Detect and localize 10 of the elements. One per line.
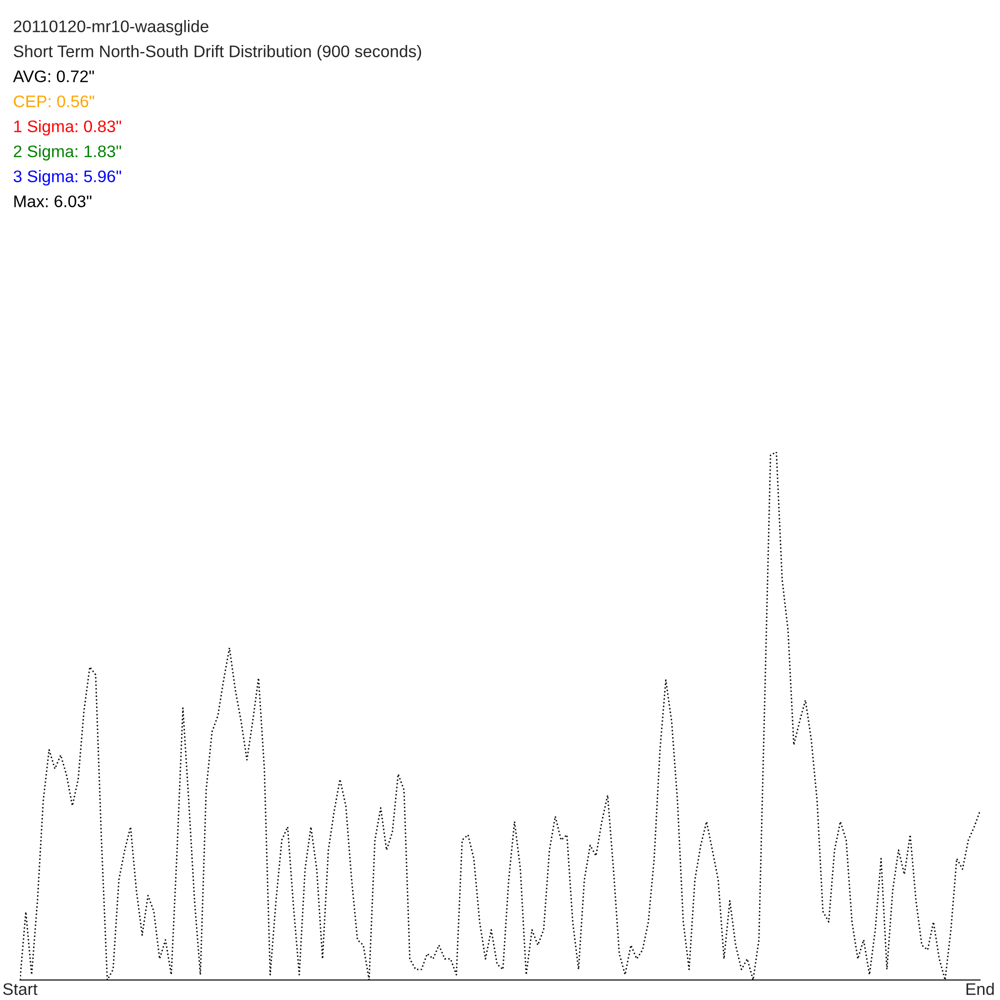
- x-tick-label: End: [966, 982, 994, 996]
- chart-subtitle: Short Term North-South Drift Distribution (900 seconds): [14, 45, 422, 61]
- text: 2 Sigma: 1.83": [14, 145, 122, 161]
- text: 3 Sigma: 5.96": [14, 170, 122, 186]
- text: CEP: 0.56": [14, 95, 94, 108]
- text: AVG: 0.72": [13, 70, 94, 82]
- chart-title: 20110120-mr10-waasglide: [14, 20, 208, 36]
- text: Max: 6.03": [14, 195, 92, 208]
- x-tick-label: Start: [3, 983, 38, 996]
- text: 1 Sigma: 0.83": [14, 120, 122, 136]
